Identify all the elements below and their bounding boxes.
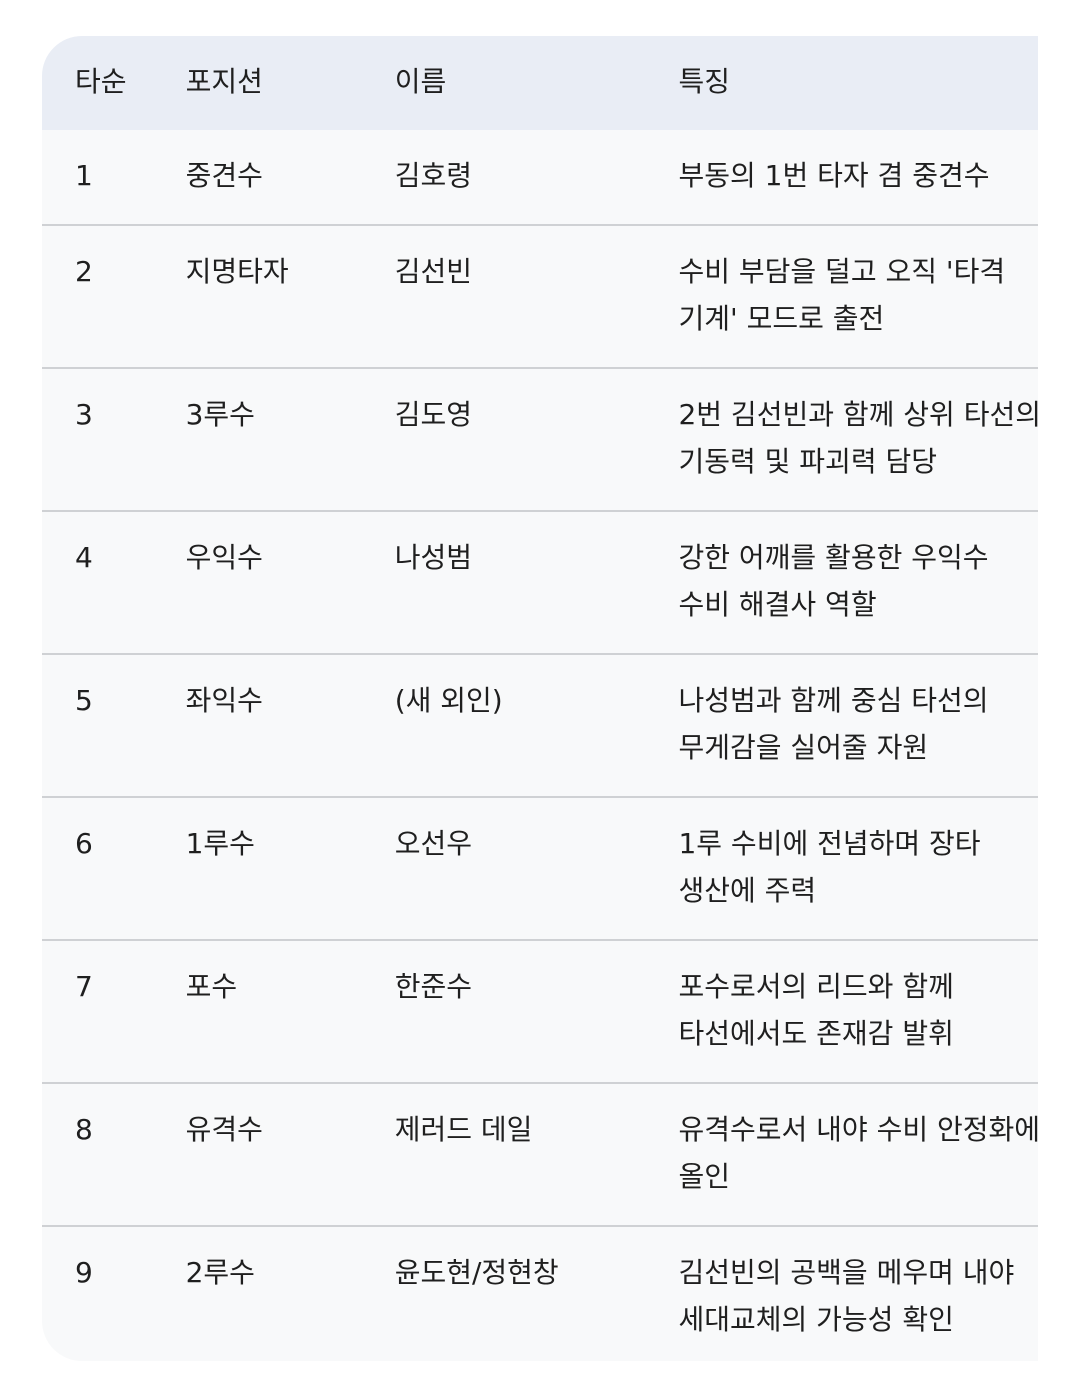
table-row: 8 유격수 제러드 데일 유격수로서 내야 수비 안정화에 올인 xyxy=(42,1082,1038,1226)
table-cell: 6 xyxy=(42,796,186,940)
lineup-table: 타순 포지션 이름 특징 1 중견수 김호령 부동의 1번 타자 겸 중견수 2 지명타자 김선빈… xyxy=(42,36,1038,1361)
table-cell: 1루 수비에 전념하며 장타 생산에 주력 xyxy=(678,796,1038,940)
table-cell: 2번 김선빈과 함께 상위 타선의 기동력 및 파괴력 담당 xyxy=(678,367,1038,511)
table-cell: 한준수 xyxy=(394,939,679,1083)
table-cell: 제러드 데일 xyxy=(394,1082,679,1226)
table-cell: 우익수 xyxy=(185,510,395,654)
table-cell: 김선빈의 공백을 메우며 내야 세대교체의 가능성 확인 xyxy=(678,1225,1038,1361)
table-cell: 김선빈 xyxy=(394,224,679,368)
table-cell: 중견수 xyxy=(185,159,263,192)
table-row: 2 지명타자 김선빈 수비 부담을 덜고 오직 '타격 기계' 모드로 출전 xyxy=(42,224,1038,368)
table-cell: 유격수 xyxy=(185,1082,395,1226)
table-cell: 1루수 xyxy=(185,796,395,940)
table-header: 타순 포지션 이름 특징 xyxy=(42,36,1038,130)
table-cell: 5 xyxy=(42,653,186,797)
table-cell: 좌익수 xyxy=(185,653,395,797)
table-row: 4 우익수 나성범 강한 어깨를 활용한 우익수 수비 해결사 역할 xyxy=(42,510,1038,654)
table-cell: 윤도현/정현창 xyxy=(394,1225,679,1361)
table-cell: 포수로서의 리드와 함께 타선에서도 존재감 발휘 xyxy=(678,939,1038,1083)
table-cell: 포수 xyxy=(185,939,395,1083)
table-cell: 1 xyxy=(75,159,93,192)
table-row: 9 2루수 윤도현/정현창 김선빈의 공백을 메우며 내야 세대교체의 가능성 확인 xyxy=(42,1225,1038,1361)
table-cell: 오선우 xyxy=(394,796,679,940)
header-cell: 특징 xyxy=(678,36,1038,130)
table-container: 타순 포지션 이름 특징 1 중견수 김호령 부동의 1번 타자 겸 중견수 2 지명타자 김선빈… xyxy=(42,36,1038,1361)
table-cell: 나성범과 함께 중심 타선의 무게감을 실어줄 자원 xyxy=(678,653,1038,797)
table-row: 7 포수 한준수 포수로서의 리드와 함께 타선에서도 존재감 발휘 xyxy=(42,939,1038,1083)
table-cell: 부동의 1번 타자 겸 중견수 xyxy=(678,159,990,192)
table-cell: 지명타자 xyxy=(185,224,395,368)
table-row: 3 3루수 김도영 2번 김선빈과 함께 상위 타선의 기동력 및 파괴력 담당 xyxy=(42,367,1038,511)
table-cell: 3루수 xyxy=(185,367,395,511)
table-cell: 8 xyxy=(42,1082,186,1226)
table-row: 1 중견수 김호령 부동의 1번 타자 겸 중견수 xyxy=(42,130,1038,225)
table-cell: 4 xyxy=(42,510,186,654)
table-body: 1 중견수 김호령 부동의 1번 타자 겸 중견수 2 지명타자 김선빈 수비 부담을 덜고 … xyxy=(42,130,1038,1361)
table-cell: 2루수 xyxy=(185,1225,395,1361)
header-cell: 타순 xyxy=(42,36,186,130)
table-cell: 유격수로서 내야 수비 안정화에 올인 xyxy=(678,1082,1038,1226)
table-cell: 9 xyxy=(42,1225,186,1361)
table-cell: (새 외인) xyxy=(394,653,679,797)
header-cell: 이름 xyxy=(394,36,679,130)
table-cell: 수비 부담을 덜고 오직 '타격 기계' 모드로 출전 xyxy=(678,224,1038,368)
table-cell: 나성범 xyxy=(394,510,679,654)
table-row: 6 1루수 오선우 1루 수비에 전념하며 장타 생산에 주력 xyxy=(42,796,1038,940)
header-row: 타순 포지션 이름 특징 xyxy=(42,36,1038,130)
table-cell: 3 xyxy=(42,367,186,511)
table-cell: 2 xyxy=(42,224,186,368)
table-cell: 김도영 xyxy=(394,367,679,511)
table-row: 5 좌익수 (새 외인) 나성범과 함께 중심 타선의 무게감을 실어줄 자원 xyxy=(42,653,1038,797)
table-cell: 김호령 xyxy=(394,159,472,192)
table-cell: 7 xyxy=(42,939,186,1083)
table-cell: 강한 어깨를 활용한 우익수 수비 해결사 역할 xyxy=(678,510,1038,654)
header-cell: 포지션 xyxy=(185,36,395,130)
